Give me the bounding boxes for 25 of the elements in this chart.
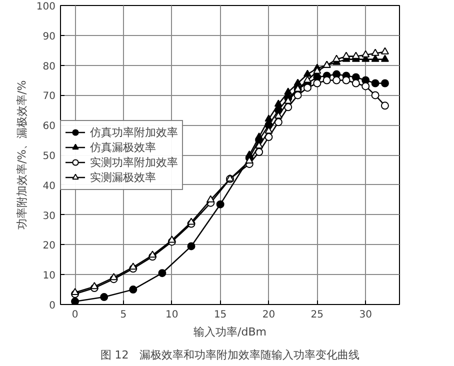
x-tick-label: 25	[310, 310, 324, 320]
x-tick-label: 10	[166, 310, 178, 320]
x-axis-title: 输入功率/dBm	[194, 326, 266, 338]
y-tick-label: 100	[36, 2, 56, 12]
y-tick-label: 50	[42, 151, 56, 162]
legend-label: 仿真功率附加效率	[90, 124, 178, 140]
y-tick-label: 0	[49, 300, 56, 312]
legend-label: 实测漏极效率	[90, 170, 156, 184]
y-tick-label: 90	[42, 31, 56, 42]
y-tick-label: 30	[42, 210, 56, 222]
legend-label: 实测功率附加效率	[90, 154, 178, 170]
x-tick-label: 0	[72, 310, 78, 320]
y-axis-title: 功率附加效率/%、漏极效率/%	[15, 80, 28, 230]
y-tick-label: 60	[42, 121, 56, 132]
x-tick-label: 5	[120, 310, 127, 320]
y-tick-label: 20	[42, 240, 56, 252]
legend-label: 仿真漏极效率	[90, 140, 156, 154]
y-tick-label: 80	[42, 61, 56, 72]
y-tick-label: 10	[42, 270, 56, 282]
y-tick-label: 70	[42, 91, 56, 102]
x-tick-label: 30	[359, 310, 372, 320]
caption: 图 12 漏极效率和功率附加效率随输入功率变化曲线	[100, 348, 360, 362]
x-tick-label: 20	[262, 310, 276, 320]
x-tick-label: 15	[214, 310, 227, 320]
y-tick-label: 40	[42, 180, 56, 192]
